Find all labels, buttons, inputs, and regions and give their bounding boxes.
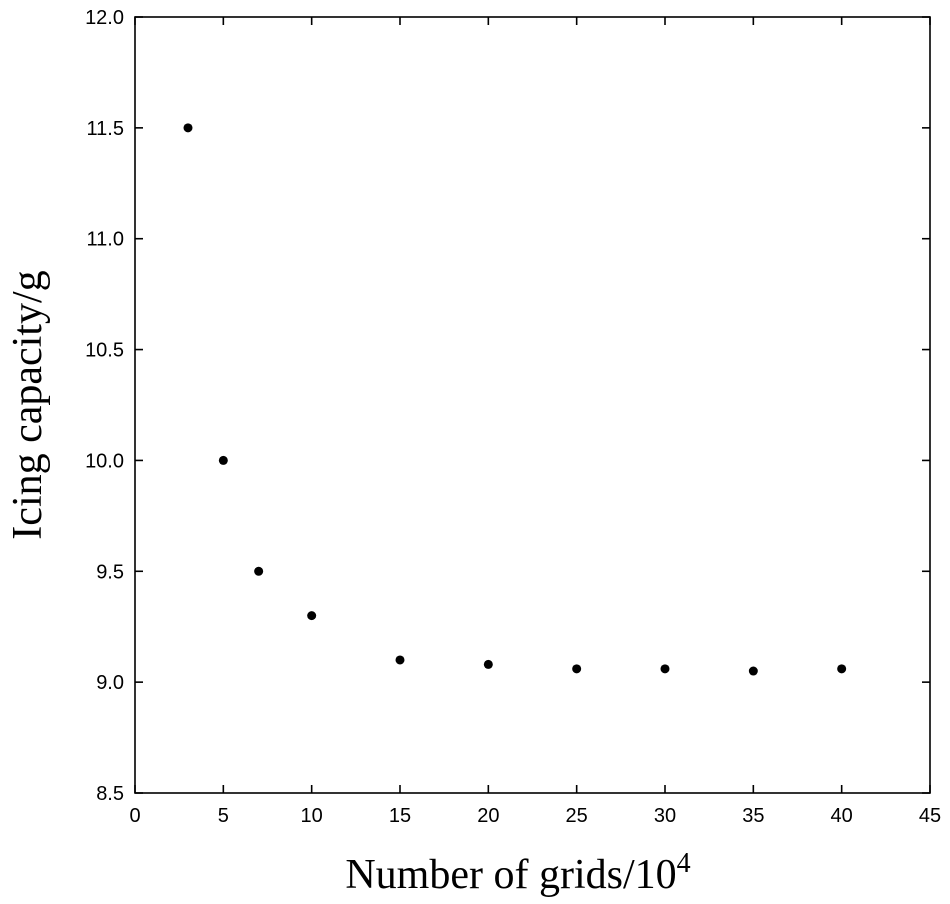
y-tick-label: 9.5 [96, 561, 124, 583]
y-tick-label: 11.0 [87, 229, 124, 251]
y-tick-label: 10.0 [85, 450, 124, 472]
y-tick-label: 8.5 [96, 783, 124, 805]
data-point [483, 659, 493, 669]
plot-frame [134, 16, 931, 794]
x-axis-title-text: Number of grids/10 [345, 852, 676, 898]
data-points [183, 123, 847, 676]
x-axis-title: Number of grids/104 [345, 848, 690, 898]
y-tick-label: 9.0 [96, 672, 124, 694]
x-tick-label: 35 [742, 805, 764, 827]
data-point [748, 666, 758, 676]
x-axis-ticks: 0 5 10 15 20 25 30 35 40 45 [129, 17, 941, 827]
data-point [307, 611, 317, 621]
y-tick-label: 12.0 [85, 7, 124, 29]
data-point [572, 664, 582, 674]
data-point [254, 566, 264, 576]
y-tick-label: 10.5 [85, 340, 124, 362]
x-tick-label: 40 [831, 805, 853, 827]
x-tick-label: 0 [129, 805, 140, 827]
data-point [183, 123, 193, 133]
x-tick-label: 5 [218, 805, 229, 827]
x-tick-label: 20 [477, 805, 499, 827]
x-tick-label: 15 [389, 805, 411, 827]
y-axis-ticks: 8.5 9.0 9.5 10.0 10.5 11.0 11.5 12.0 [85, 7, 930, 805]
x-tick-label: 10 [301, 805, 323, 827]
data-point [218, 455, 228, 465]
x-tick-label: 30 [654, 805, 676, 827]
x-tick-label: 45 [919, 805, 941, 827]
y-axis-title: Icing capacity/g [5, 270, 51, 539]
data-point [395, 655, 405, 665]
y-tick-label: 11.5 [87, 118, 124, 140]
data-point [837, 664, 847, 674]
x-axis-title-superscript: 4 [677, 848, 691, 879]
data-point [660, 664, 670, 674]
x-tick-label: 25 [566, 805, 588, 827]
